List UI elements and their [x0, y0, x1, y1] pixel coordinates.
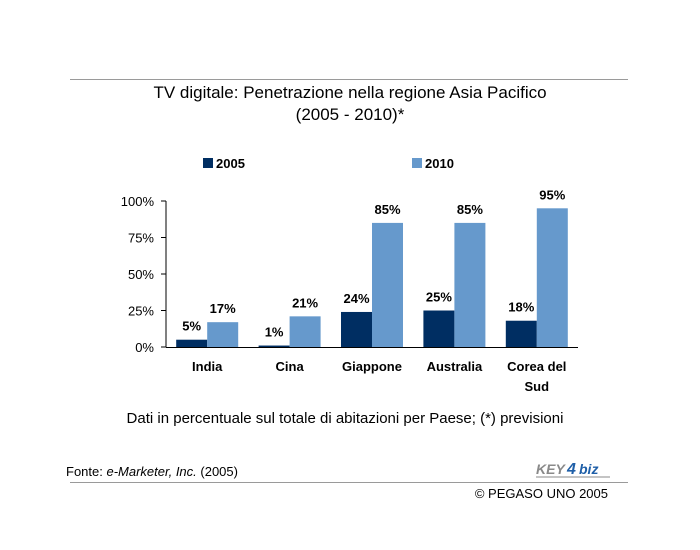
bar-2010: [207, 322, 239, 347]
logo-key: KEY: [536, 461, 566, 477]
source-credit: Fonte: e-Marketer, Inc. (2005): [66, 464, 238, 479]
data-label-2010: 17%: [210, 301, 236, 316]
logo-four: 4: [566, 461, 576, 478]
legend-label-2010: 2010: [425, 156, 454, 171]
y-tick-label: 25%: [128, 304, 154, 319]
bar-2010: [372, 222, 403, 347]
y-tick-label: 75%: [128, 231, 154, 246]
logo-biz: biz: [579, 461, 598, 477]
bar-2005: [341, 311, 372, 347]
chart-title: TV digitale: Penetrazione nella regione …: [153, 83, 547, 102]
category-label: Australia: [427, 359, 483, 374]
chart-subtitle: (2005 - 2010)*: [295, 105, 405, 124]
data-label-2005: 1%: [265, 325, 284, 340]
source-prefix: Fonte:: [66, 464, 107, 479]
data-label-2010: 21%: [292, 295, 318, 310]
bar-2010: [536, 208, 568, 347]
source-year: (2005): [196, 464, 238, 479]
data-label-2005: 18%: [508, 300, 534, 315]
bar-2010: [289, 316, 321, 347]
bar-2005: [423, 310, 455, 347]
bottom-divider: [70, 482, 628, 483]
data-label-2005: 24%: [343, 291, 369, 306]
legend-swatch-2005: [203, 158, 213, 168]
top-divider: [70, 79, 628, 80]
category-label: Sud: [525, 379, 550, 394]
bar-2005: [505, 320, 537, 347]
category-label: India: [192, 359, 223, 374]
bar-2005: [258, 345, 290, 347]
y-tick-label: 100%: [121, 194, 155, 209]
category-label: Cina: [276, 359, 305, 374]
chart-footnote: Dati in percentuale sul totale di abitaz…: [126, 410, 564, 427]
bar-2010: [454, 222, 486, 347]
category-label: Giappone: [342, 359, 402, 374]
copyright-text: © PEGASO UNO 2005: [474, 486, 608, 501]
legend-swatch-2010: [412, 158, 422, 168]
data-label-2010: 95%: [539, 187, 565, 202]
y-tick-label: 50%: [128, 267, 154, 282]
category-label: Corea del: [507, 359, 566, 374]
data-label-2005: 25%: [426, 290, 452, 305]
bar-chart: 2005 2010 0% 25% 50% 75% 100% 5% 17% India 1% 21% Ci…: [121, 156, 578, 394]
data-label-2005: 5%: [182, 319, 201, 334]
data-label-2010: 85%: [457, 202, 483, 217]
key4biz-logo: KEY 4 biz: [536, 461, 610, 478]
source-name: e-Marketer, Inc.: [106, 464, 197, 479]
bar-2005: [176, 339, 208, 347]
legend-label-2005: 2005: [216, 156, 245, 171]
y-tick-label: 0%: [135, 340, 154, 355]
data-label-2010: 85%: [374, 202, 400, 217]
